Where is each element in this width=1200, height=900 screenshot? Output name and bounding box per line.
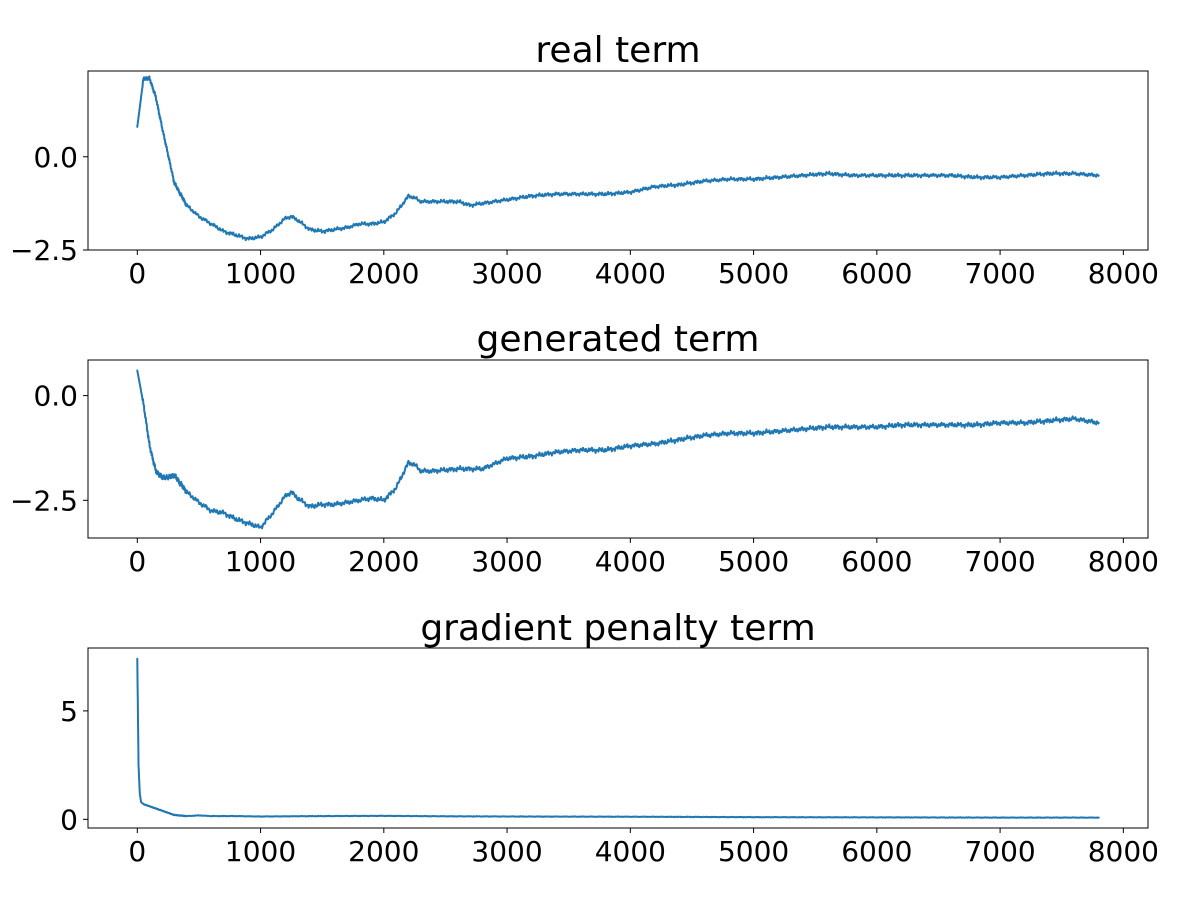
x-tick-label: 1000 [225, 257, 296, 290]
x-tick-label: 7000 [964, 257, 1035, 290]
x-tick-label: 0 [128, 545, 146, 578]
x-tick-label: 1000 [225, 835, 296, 868]
y-tick-label: −2.5 [10, 484, 78, 517]
x-tick-label: 6000 [841, 545, 912, 578]
x-tick-label: 4000 [595, 545, 666, 578]
x-tick-label: 7000 [964, 835, 1035, 868]
x-tick-label: 8000 [1088, 257, 1159, 290]
x-tick-label: 4000 [595, 257, 666, 290]
x-tick-label: 6000 [841, 835, 912, 868]
axes-frame [87, 359, 1149, 539]
x-tick-label: 8000 [1088, 835, 1159, 868]
y-tick-label: 0.0 [33, 380, 78, 413]
x-tick-label: 3000 [471, 835, 542, 868]
series-line [136, 369, 1100, 530]
subplot-title: real term [535, 30, 700, 71]
x-tick-label: 7000 [964, 545, 1035, 578]
x-tick-label: 5000 [718, 257, 789, 290]
x-tick-label: 2000 [348, 835, 419, 868]
x-tick-label: 0 [128, 835, 146, 868]
x-tick-label: 0 [128, 257, 146, 290]
subplot-title: generated term [477, 319, 760, 360]
y-tick-label: 0.0 [33, 141, 78, 174]
y-tick-label: −2.5 [10, 234, 78, 267]
x-tick-label: 1000 [225, 545, 296, 578]
x-tick-label: 2000 [348, 545, 419, 578]
subplot-2: generated term 0 1000 2000 3000 4000 5000 6000 7… [10, 319, 1159, 578]
x-tick-label: 4000 [595, 835, 666, 868]
x-tick-label: 3000 [471, 545, 542, 578]
x-tick-label: 5000 [718, 835, 789, 868]
x-tick-label: 6000 [841, 257, 912, 290]
x-tick-label: 3000 [471, 257, 542, 290]
x-tick-label: 8000 [1088, 545, 1159, 578]
y-tick-label: 0 [60, 803, 78, 836]
y-tick-label: 5 [60, 695, 78, 728]
x-tick-label: 5000 [718, 545, 789, 578]
x-tick-label: 2000 [348, 257, 419, 290]
subplot-1: real term 0 1000 2000 3000 4000 5000 6000 7000 80… [10, 30, 1159, 290]
series-line [136, 657, 1100, 819]
axes-frame [87, 70, 1149, 251]
axes-frame [87, 647, 1149, 829]
subplot-title: gradient penalty term [420, 608, 815, 649]
series-line [136, 75, 1100, 242]
